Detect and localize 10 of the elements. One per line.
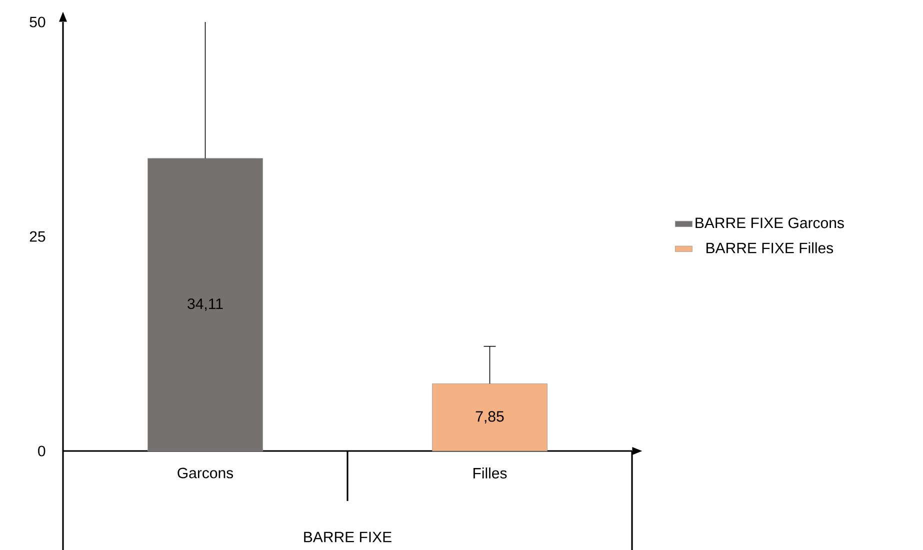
legend-label: BARRE FIXE Garcons xyxy=(696,218,844,228)
y-tick-label: 0 xyxy=(38,446,46,456)
x-axis-title: BARRE FIXE xyxy=(304,532,392,542)
data-label: 34,11 xyxy=(188,298,223,311)
x-tick-label: Filles xyxy=(473,467,507,479)
legend-label: BARRE FIXE Filles xyxy=(706,242,834,254)
data-label: 7,85 xyxy=(476,411,504,424)
x-tick-label: Garcons xyxy=(178,468,234,478)
y-tick-label: 50 xyxy=(30,16,46,28)
y-tick-label: 25 xyxy=(30,231,46,242)
